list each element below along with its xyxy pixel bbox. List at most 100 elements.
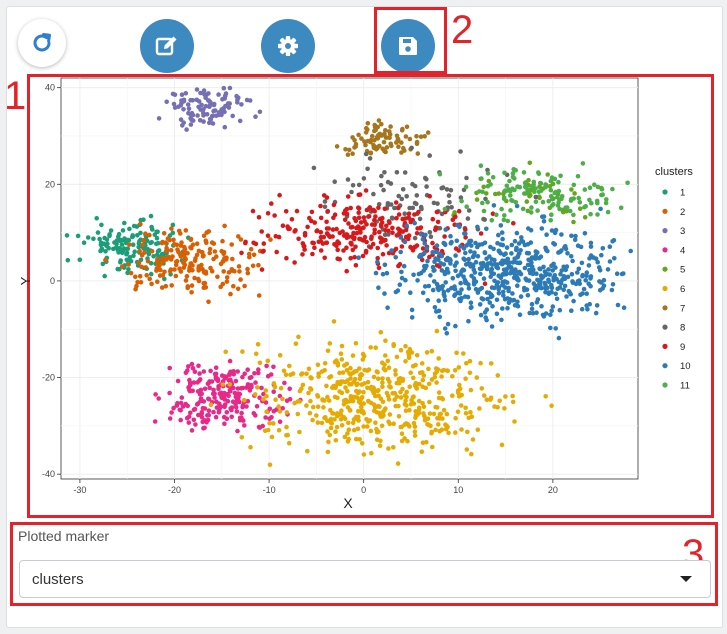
- scatter-point: [95, 230, 101, 235]
- scatter-point: [503, 188, 508, 193]
- scatter-point: [340, 370, 346, 375]
- scatter-point: [385, 358, 391, 364]
- scatter-point: [310, 251, 315, 257]
- scatter-point: [97, 236, 102, 242]
- scatter-point: [453, 246, 459, 251]
- scatter-point: [483, 315, 489, 320]
- scatter-point: [397, 380, 402, 386]
- scatter-point: [372, 138, 377, 143]
- scatter-point: [403, 227, 409, 233]
- scatter-point: [508, 208, 513, 213]
- save-icon: [399, 37, 417, 55]
- scatter-point: [189, 361, 195, 367]
- scatter-point: [466, 282, 471, 287]
- scatter-point: [535, 208, 540, 213]
- scatter-point: [399, 244, 405, 249]
- scatter-point: [380, 384, 385, 390]
- scatter-point: [406, 211, 412, 216]
- scatter-point: [499, 317, 504, 323]
- scatter-point: [428, 423, 433, 429]
- y-tick-label: 20: [45, 179, 55, 189]
- scatter-point: [490, 304, 495, 309]
- scatter-point: [403, 134, 409, 139]
- edit-button[interactable]: [140, 19, 194, 73]
- scatter-point: [555, 286, 560, 292]
- scatter-point: [546, 198, 551, 204]
- scatter-point: [259, 267, 265, 272]
- scatter-point: [524, 287, 530, 292]
- scatter-point: [409, 315, 415, 320]
- scatter-point: [99, 222, 104, 228]
- scatter-point: [603, 200, 609, 206]
- scatter-point: [256, 262, 261, 268]
- scatter-point: [280, 396, 285, 402]
- scatter-point: [564, 205, 569, 211]
- scatter-point: [202, 425, 207, 431]
- scatter-point: [297, 399, 303, 404]
- refresh-button[interactable]: [18, 19, 66, 67]
- scatter-point: [523, 184, 528, 190]
- scatter-point: [528, 210, 534, 215]
- scatter-point: [371, 402, 377, 407]
- scatter-point: [569, 308, 574, 314]
- scatter-point: [147, 232, 152, 238]
- scatter-point: [541, 314, 547, 319]
- scatter-point: [458, 244, 463, 249]
- scatter-point: [137, 239, 142, 244]
- scatter-point: [402, 239, 408, 245]
- scatter-point: [194, 252, 200, 258]
- scatter-point: [393, 368, 398, 373]
- scatter-point: [315, 393, 320, 398]
- scatter-point: [208, 368, 213, 374]
- scatter-point: [204, 112, 210, 117]
- scatter-point: [458, 195, 464, 200]
- scatter-point: [192, 275, 197, 281]
- scatter-point: [138, 230, 143, 236]
- scatter-point: [381, 366, 387, 372]
- scatter-point: [510, 399, 516, 405]
- settings-button[interactable]: [261, 19, 315, 73]
- scatter-point: [356, 206, 362, 211]
- scatter-point: [221, 269, 226, 274]
- scatter-point: [344, 368, 350, 373]
- save-button[interactable]: [381, 19, 435, 73]
- scatter-point: [314, 228, 320, 233]
- cluster-11-points: [437, 161, 630, 224]
- scatter-point: [164, 99, 169, 105]
- scatter-point: [263, 415, 268, 420]
- scatter-point: [211, 387, 216, 393]
- scatter-point: [531, 281, 537, 286]
- scatter-point: [333, 429, 338, 435]
- scatter-point: [212, 249, 218, 254]
- legend-key-2: [662, 208, 668, 214]
- scatter-point: [195, 389, 201, 394]
- scatter-point: [524, 250, 530, 256]
- scatter-point: [536, 189, 542, 194]
- scatter-point: [332, 212, 338, 217]
- legend-label-8: 8: [680, 323, 685, 334]
- scatter-point: [523, 276, 528, 282]
- scatter-point: [433, 225, 439, 230]
- plotted-marker-select[interactable]: clusters: [19, 560, 711, 598]
- scatter-point: [161, 231, 167, 236]
- scatter-point: [479, 386, 485, 391]
- scatter-point: [372, 227, 378, 232]
- scatter-point: [420, 377, 426, 383]
- scatter-point: [339, 357, 345, 362]
- scatter-point: [537, 180, 543, 186]
- scatter-point: [562, 283, 568, 289]
- scatter-point: [384, 135, 389, 140]
- scatter-point: [505, 218, 511, 224]
- scatter-point: [357, 437, 363, 442]
- scatter-point: [387, 384, 392, 389]
- scatter-point: [242, 283, 247, 289]
- scatter-point: [183, 256, 188, 262]
- scatter-point: [415, 278, 420, 283]
- x-tick-label: -30: [73, 485, 86, 495]
- scatter-point: [517, 260, 522, 266]
- scatter-point: [239, 250, 244, 256]
- scatter-point: [320, 398, 326, 403]
- scatter-point: [350, 135, 355, 140]
- scatter-point: [350, 183, 356, 188]
